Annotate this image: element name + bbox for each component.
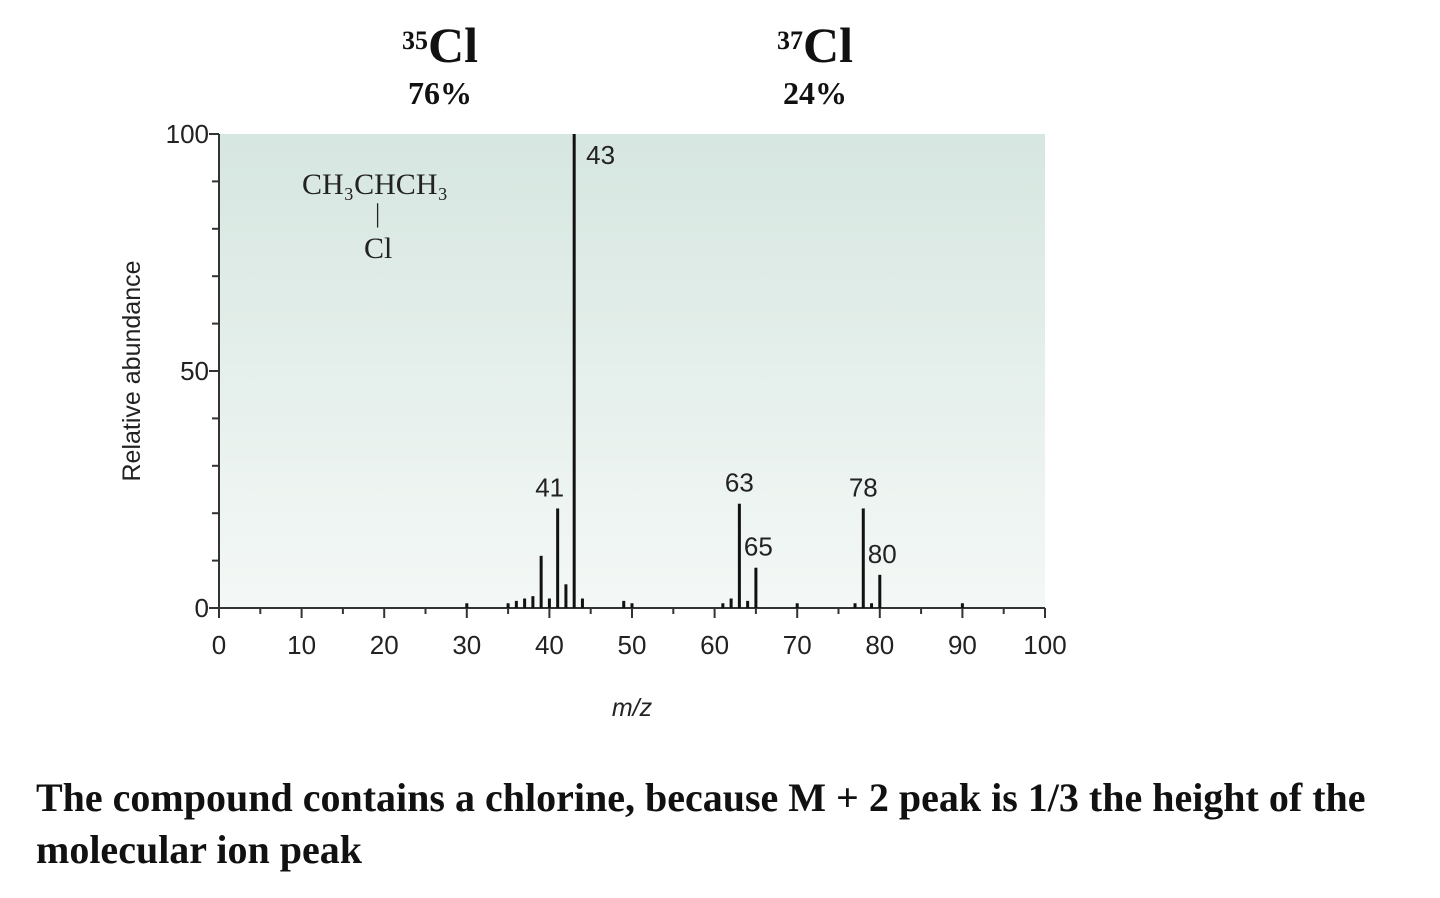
y-axis-label: Relative abundance xyxy=(118,261,146,482)
peak-bar xyxy=(531,596,535,608)
peak-bar xyxy=(746,600,750,608)
peak-label-78: 78 xyxy=(849,472,878,502)
y-tick-label: 0 xyxy=(195,593,209,623)
structure-line-1: CH₃CHCH₃ xyxy=(302,168,448,201)
tick-labels: 0 10 20 30 40 50 60 70 80 90 100 0 50 100 xyxy=(166,119,1067,660)
peak-label-63: 63 xyxy=(725,468,754,498)
peak-label-43: 43 xyxy=(586,140,615,170)
peak-bar xyxy=(622,600,626,608)
x-axis-label: m/z xyxy=(612,694,653,722)
peak-bar xyxy=(580,598,584,608)
plot-area xyxy=(219,134,1045,608)
isotope-35cl-label: 35Cl xyxy=(370,20,510,70)
isotope-35cl-percent: 76% xyxy=(408,75,472,111)
peak-bar xyxy=(572,134,576,608)
isotope-35-symbol: Cl xyxy=(428,17,478,73)
peak-bar xyxy=(547,598,551,608)
structure-line-2: Cl xyxy=(364,232,392,265)
mass-spectrum-chart: 0 10 20 30 40 50 60 70 80 90 100 0 50 100 41 43 63 65 78 8… xyxy=(118,119,1067,722)
peak-label-80: 80 xyxy=(868,539,897,569)
peak-bar xyxy=(853,603,857,608)
peak-bar xyxy=(514,600,518,608)
x-tick-label: 100 xyxy=(1023,630,1066,660)
x-tick-label: 40 xyxy=(535,630,564,660)
y-tick-label: 100 xyxy=(166,119,209,149)
peak-bar xyxy=(564,584,568,608)
structure-bond: | xyxy=(375,199,380,228)
isotope-37cl-label: 37Cl xyxy=(745,20,885,70)
peak-bar xyxy=(630,603,634,608)
structure-formula: CH₃CHCH₃ | Cl xyxy=(302,168,448,265)
peak-label-65: 65 xyxy=(744,532,773,562)
peak-bar xyxy=(795,603,799,608)
peak-bar xyxy=(960,603,964,608)
peak-label-41: 41 xyxy=(535,472,564,502)
x-tick-label: 80 xyxy=(865,630,894,660)
y-tick-label: 50 xyxy=(180,356,209,386)
peak-bar xyxy=(523,598,527,608)
x-tick-label: 90 xyxy=(948,630,977,660)
isotope-37cl-percent: 24% xyxy=(783,75,847,111)
peak-bar xyxy=(737,503,741,608)
isotope-35cl: 35Cl 76% xyxy=(370,20,510,110)
isotope-37-mass: 37 xyxy=(777,26,803,55)
peak-bar xyxy=(861,508,865,608)
isotope-37cl: 37Cl 24% xyxy=(745,20,885,110)
peak-bar xyxy=(878,574,882,608)
x-tick-label: 10 xyxy=(287,630,316,660)
x-tick-label: 70 xyxy=(783,630,812,660)
peak-bar xyxy=(556,508,560,608)
peak-bar xyxy=(721,603,725,608)
peak-bars xyxy=(465,134,964,608)
isotope-35-mass: 35 xyxy=(402,26,428,55)
peak-labels: 41 43 63 65 78 80 xyxy=(535,140,897,569)
peak-bar xyxy=(729,598,733,608)
caption-text: The compound contains a chlorine, becaus… xyxy=(36,775,1366,872)
peak-bar xyxy=(465,603,469,608)
x-tick-label: 60 xyxy=(700,630,729,660)
isotope-37-symbol: Cl xyxy=(803,17,853,73)
x-tick-label: 50 xyxy=(618,630,647,660)
x-tick-label: 20 xyxy=(370,630,399,660)
peak-bar xyxy=(754,567,758,608)
x-tick-label: 0 xyxy=(212,630,226,660)
peak-bar xyxy=(870,603,874,608)
peak-bar xyxy=(506,603,510,608)
peak-bar xyxy=(539,555,543,608)
x-tick-label: 30 xyxy=(452,630,481,660)
